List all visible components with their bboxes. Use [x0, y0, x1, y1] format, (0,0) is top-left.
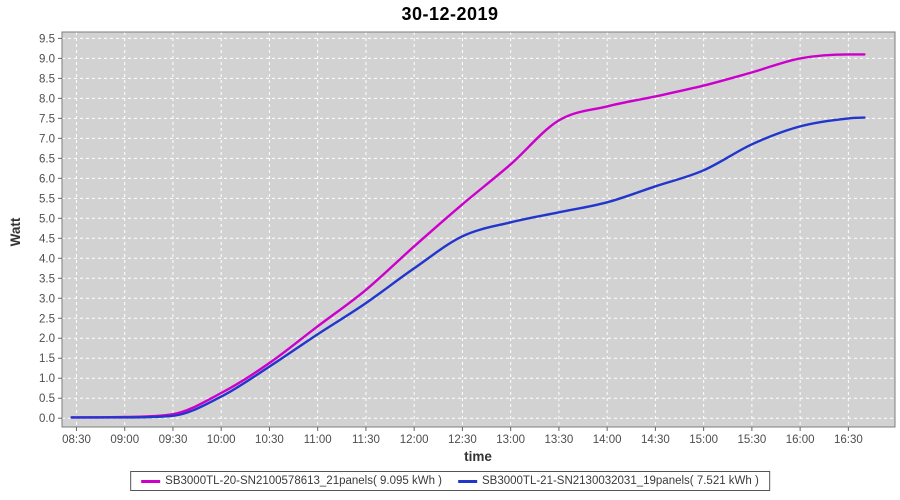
x-axis-label: time [464, 449, 492, 464]
x-tick-label: 09:00 [110, 434, 139, 446]
y-tick-label: 4.5 [39, 233, 55, 245]
y-tick-label: 6.0 [39, 173, 55, 185]
legend-line-swatch [458, 479, 477, 483]
x-tick-label: 16:30 [834, 434, 863, 446]
y-tick-label: 3.5 [39, 273, 55, 285]
y-tick-label: 2.0 [39, 333, 55, 345]
legend: SB3000TL-20-SN2100578613_21panels( 9.095… [130, 471, 770, 491]
legend-label: SB3000TL-21-SN2130032031_19panels( 7.521… [482, 475, 759, 487]
legend-line-swatch [141, 479, 161, 483]
y-tick-label: 0.0 [39, 413, 55, 425]
y-tick-label: 1.5 [39, 353, 55, 365]
y-tick-label: 8.5 [39, 73, 55, 85]
y-tick-label: 7.0 [39, 133, 55, 145]
x-tick-label: 12:00 [400, 434, 429, 446]
x-tick-label: 10:00 [207, 434, 236, 446]
x-tick-label: 08:30 [62, 434, 91, 446]
x-tick-label: 12:30 [448, 434, 477, 446]
x-tick-label: 13:30 [545, 434, 574, 446]
x-tick-label: 15:30 [737, 434, 766, 446]
x-tick-label: 10:30 [255, 434, 284, 446]
chart-title: 30-12-2019 [401, 4, 499, 24]
legend-item: SB3000TL-20-SN2100578613_21panels( 9.095… [141, 475, 442, 487]
x-tick-label: 14:30 [641, 434, 670, 446]
y-tick-label: 6.5 [39, 153, 55, 165]
x-tick-label: 11:30 [352, 434, 380, 446]
x-tick-label: 16:00 [786, 434, 815, 446]
x-tick-label: 13:00 [496, 434, 525, 446]
x-tick-label: 09:30 [159, 434, 188, 446]
x-tick-label: 11:00 [304, 434, 332, 446]
x-tick-label: 14:00 [593, 434, 622, 446]
x-tick-label: 15:00 [689, 434, 718, 446]
y-tick-label: 0.5 [39, 393, 55, 405]
series-line-0 [70, 53, 866, 419]
y-tick-label: 4.0 [39, 253, 55, 265]
y-tick-label: 5.0 [39, 213, 55, 225]
y-tick-label: 5.5 [39, 193, 55, 205]
y-axis-label: Watt [8, 217, 23, 246]
y-tick-label: 9.5 [39, 33, 55, 45]
y-tick-label: 2.5 [39, 313, 55, 325]
y-tick-label: 8.0 [39, 93, 55, 105]
y-tick-label: 7.5 [39, 113, 55, 125]
y-tick-label: 1.0 [39, 373, 55, 385]
series-line-1 [70, 116, 866, 419]
legend-item: SB3000TL-21-SN2130032031_19panels( 7.521… [458, 475, 759, 487]
plot-border [61, 31, 896, 428]
y-tick-label: 3.0 [39, 293, 55, 305]
legend-label: SB3000TL-20-SN2100578613_21panels( 9.095… [165, 475, 442, 487]
y-tick-label: 9.0 [39, 53, 55, 65]
